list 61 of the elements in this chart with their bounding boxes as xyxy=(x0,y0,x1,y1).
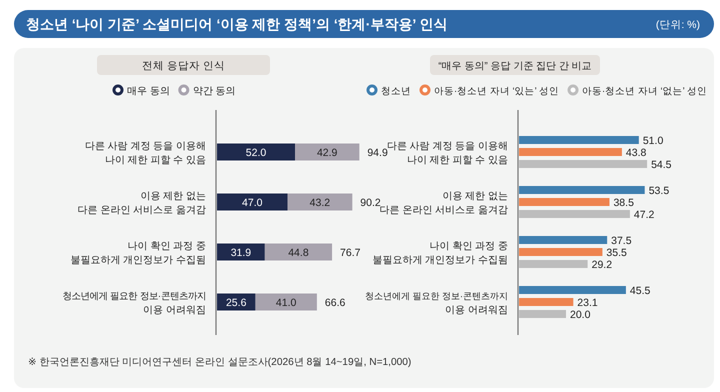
bar xyxy=(519,198,610,206)
y-tick-label: 청소년에게 필요한 정보·콘텐츠까지 이용 어려워짐 xyxy=(62,290,206,316)
bar xyxy=(295,144,360,160)
data-label: 47.0 xyxy=(242,197,263,209)
data-label: 29.2 xyxy=(592,259,612,271)
bar xyxy=(255,294,317,310)
chart-subtitle: 전체 응답자 인식 xyxy=(142,60,225,72)
data-label: 42.9 xyxy=(316,147,338,159)
data-label: 53.5 xyxy=(648,185,670,197)
legend-label: 아동·청소년 자녀 ‘있는’ 성인 xyxy=(434,86,560,97)
bar xyxy=(519,148,622,156)
bar xyxy=(519,248,602,256)
text: ※ 한국언론진흥재단 미디어연구센터 온라인 설문조사(2026년 8월 14~19일, N=1,000) xyxy=(28,357,412,368)
data-label: 31.9 xyxy=(230,247,252,259)
y-tick-label: 나이 확인 과정 중 불필요하게 개인정보가 수집됨 xyxy=(70,241,206,266)
bar xyxy=(519,186,645,194)
total-label: 66.6 xyxy=(324,297,346,309)
legend-label: 아동·청소년 자녀 ‘없는’ 성인 xyxy=(582,86,708,97)
y-tick-label: 이용 제한 없는 다른 온라인 서비스로 옮겨감 xyxy=(380,191,508,216)
text: (단위: %) xyxy=(656,19,700,31)
data-label: 35.5 xyxy=(606,247,628,259)
data-label: 47.2 xyxy=(634,209,655,221)
total-label: 76.7 xyxy=(340,247,361,259)
legend-label: 약간 동의 xyxy=(192,86,236,97)
data-label: 25.6 xyxy=(226,297,247,309)
data-label: 38.5 xyxy=(613,197,634,209)
data-label: 41.0 xyxy=(276,297,297,309)
data-label: 43.8 xyxy=(626,147,647,159)
chart-title: “매우 동의” 응답 기준 집단 간 비교 xyxy=(438,61,592,72)
data-label: 23.1 xyxy=(577,297,598,309)
data-label: 54.5 xyxy=(651,159,672,171)
legend-label: 청소년 xyxy=(381,86,411,97)
bar xyxy=(519,310,566,318)
y-tick-label: 청소년에게 필요한 정보·콘텐츠까지 이용 어려워짐 xyxy=(365,291,508,316)
data-label: 43.2 xyxy=(310,197,330,209)
bar xyxy=(288,194,352,210)
bar xyxy=(217,244,265,260)
bar xyxy=(519,298,574,306)
bar xyxy=(519,160,648,168)
bar xyxy=(519,260,588,268)
bar xyxy=(217,144,295,160)
data-label: 44.8 xyxy=(288,247,309,259)
chart-title: 청소년 ‘나이 기준’ 소셜미디어 ‘이용 제한 정책’의 ‘한계·부작용’ 인식 xyxy=(26,16,448,32)
total-label: 90.2 xyxy=(360,197,381,209)
bar xyxy=(519,136,639,144)
bar xyxy=(519,286,626,294)
y-tick-label: 나이 확인 과정 중 불필요하게 개인정보가 수집됨 xyxy=(372,241,508,266)
total-label: 94.9 xyxy=(367,147,388,159)
bar xyxy=(519,210,630,218)
bar xyxy=(217,194,288,210)
bar xyxy=(264,244,332,260)
y-tick-label: 다른 사람 계정 등을 이용해 나이 제한 피할 수 있음 xyxy=(386,141,508,166)
bar xyxy=(519,236,608,244)
data-label: 20.0 xyxy=(570,309,591,321)
y-tick-label: 이용 제한 없는 다른 온라인 서비스로 옮겨감 xyxy=(78,191,206,216)
data-label: 37.5 xyxy=(611,235,632,247)
legend-label: 매우 동의 xyxy=(127,86,170,97)
data-label: 52.0 xyxy=(246,147,266,159)
data-label: 45.5 xyxy=(630,285,651,297)
data-label: 51.0 xyxy=(642,135,664,147)
y-tick-label: 다른 사람 계정 등을 이용해 나이 제한 피할 수 있음 xyxy=(84,141,206,166)
